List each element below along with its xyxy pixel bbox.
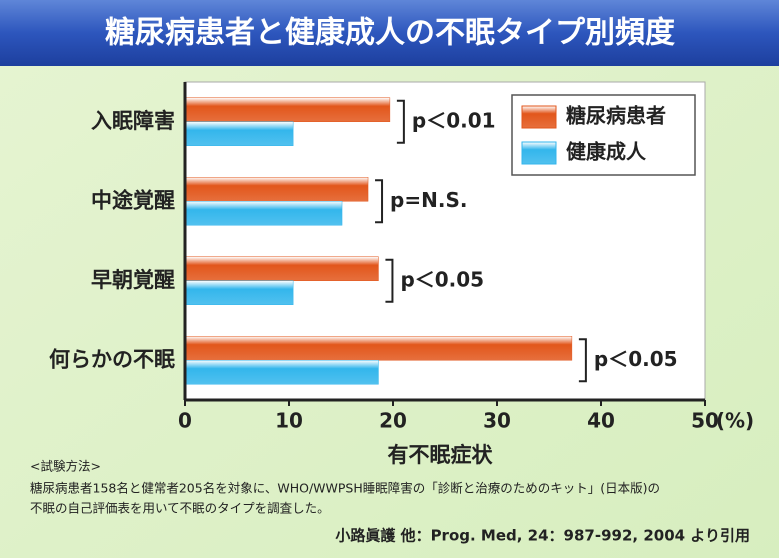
x-tick-label: 10 bbox=[275, 409, 303, 433]
bar bbox=[184, 121, 294, 146]
y-tick-label: 中途覚醒 bbox=[91, 188, 175, 212]
legend-swatch bbox=[521, 141, 557, 165]
bar bbox=[184, 256, 379, 281]
bracket bbox=[578, 338, 587, 383]
bracket bbox=[375, 179, 384, 224]
title-band bbox=[0, 0, 779, 66]
y-tick-label: 早朝覚醒 bbox=[91, 268, 175, 292]
bar bbox=[184, 280, 294, 305]
bar bbox=[184, 360, 379, 385]
bracket bbox=[385, 258, 394, 303]
note-line: 糖尿病患者158名と健常者205名を対象に、WHO/WWPSH睡眠障害の「診断と… bbox=[30, 481, 660, 496]
x-unit: (%) bbox=[716, 409, 754, 433]
x-axis-label: 有不眠症状 bbox=[388, 443, 494, 467]
legend-label: 糖尿病患者 bbox=[566, 104, 666, 128]
annotation: p＜0.05 bbox=[594, 347, 678, 371]
note-line: 不眠の自己評価表を用いて不眠のタイプを調査した。 bbox=[30, 501, 330, 516]
bar bbox=[184, 336, 573, 361]
x-tick-label: 50 bbox=[691, 409, 719, 433]
annotation: p＜0.01 bbox=[412, 108, 496, 132]
legend-swatch bbox=[521, 105, 557, 129]
chart-title: 糖尿病患者と健康成人の不眠タイプ別頻度 bbox=[105, 16, 675, 51]
annotation: p＜0.05 bbox=[400, 267, 484, 291]
legend-label: 健康成人 bbox=[566, 140, 647, 164]
x-tick-label: 30 bbox=[483, 409, 511, 433]
bar bbox=[184, 97, 391, 122]
note-heading: <試験方法> bbox=[30, 459, 101, 474]
citation: 小路眞護 他：Prog. Med, 24：987-992, 2004 より引用 bbox=[335, 527, 750, 545]
bar bbox=[184, 201, 343, 226]
x-tick-label: 40 bbox=[587, 409, 615, 433]
x-tick-label: 0 bbox=[178, 409, 192, 433]
bar bbox=[184, 177, 369, 202]
annotation: p=N.S. bbox=[390, 188, 467, 212]
x-tick-label: 20 bbox=[379, 409, 407, 433]
y-tick-label: 入眠障害 bbox=[91, 109, 175, 133]
bracket bbox=[396, 99, 405, 144]
y-tick-label: 何らかの不眠 bbox=[49, 347, 175, 371]
